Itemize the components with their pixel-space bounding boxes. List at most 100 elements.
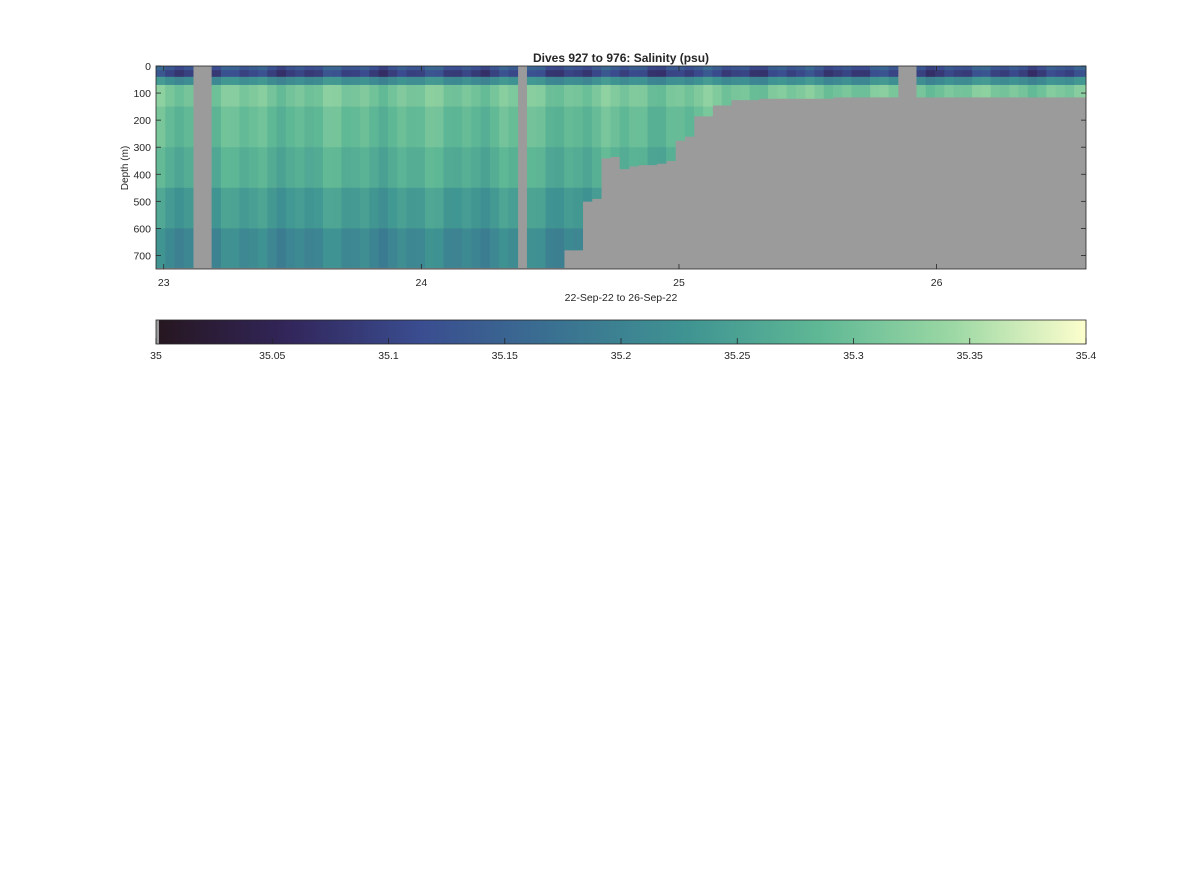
heatmap-cell	[554, 106, 565, 148]
heatmap-cell	[712, 66, 723, 71]
heatmap-cell	[452, 228, 463, 268]
heatmap-cell	[564, 106, 574, 148]
heatmap-cell	[276, 187, 287, 229]
heatmap-cell	[332, 147, 342, 189]
heatmap-cell	[462, 228, 472, 268]
colorbar-tick-label: 35.25	[724, 350, 750, 362]
heatmap-cell	[768, 76, 778, 86]
heatmap-cell	[749, 84, 760, 101]
heatmap-cell	[1027, 66, 1038, 71]
heatmap-cell	[795, 66, 806, 71]
heatmap-cell	[545, 147, 556, 189]
heatmap-cell	[591, 147, 602, 189]
heatmap-cell	[387, 228, 398, 268]
heatmap-cell	[360, 70, 370, 78]
colorbar-tick-label: 35	[150, 350, 162, 362]
heatmap-cell	[610, 147, 621, 157]
heatmap-cell	[397, 66, 407, 71]
heatmap-cell	[684, 84, 695, 107]
heatmap-cell	[647, 70, 658, 78]
heatmap-cell	[239, 76, 250, 86]
heatmap-cell	[833, 76, 843, 86]
heatmap-cell	[712, 70, 723, 78]
heatmap-cell	[610, 70, 621, 78]
heatmap-cell	[573, 228, 584, 251]
heatmap-cell	[805, 66, 815, 71]
heatmap-cell	[1064, 70, 1075, 78]
heatmap-cell	[471, 228, 481, 268]
heatmap-cell	[666, 70, 676, 78]
heatmap-cell	[619, 66, 630, 71]
heatmap-cell	[879, 76, 890, 86]
heatmap-cell	[258, 187, 268, 229]
heatmap-cell	[814, 70, 825, 78]
x-tick-label: 24	[416, 277, 428, 289]
heatmap-cell	[285, 70, 296, 78]
heatmap-cell	[1037, 66, 1047, 71]
heatmap-cell	[471, 187, 481, 229]
heatmap-cell	[174, 187, 185, 229]
heatmap-cell	[313, 76, 324, 86]
heatmap-cell	[777, 66, 788, 71]
heatmap-cell	[332, 66, 342, 71]
heatmap-cell	[731, 66, 741, 71]
heatmap-cell	[156, 84, 166, 107]
heatmap-cell	[220, 66, 231, 71]
y-tick-label: 600	[133, 223, 151, 235]
heatmap-cell	[721, 76, 732, 86]
heatmap-cell	[999, 66, 1010, 71]
heatmap-cell	[313, 147, 324, 189]
heatmap-cell	[526, 84, 537, 107]
heatmap-cell	[554, 228, 565, 268]
heatmap-cell	[322, 66, 333, 71]
heatmap-cell	[582, 106, 593, 148]
heatmap-cell	[1009, 76, 1019, 86]
heatmap-cell	[183, 106, 194, 148]
heatmap-cell	[508, 76, 519, 86]
heatmap-cell	[230, 76, 240, 86]
heatmap-cell	[406, 147, 417, 189]
heatmap-cell	[749, 70, 760, 78]
heatmap-cell	[304, 70, 315, 78]
heatmap-cell	[962, 84, 973, 98]
heatmap-cell	[230, 70, 240, 78]
heatmap-cell	[424, 228, 435, 268]
heatmap-cell	[703, 70, 713, 78]
heatmap-cell	[619, 70, 630, 78]
heatmap-cell	[564, 147, 574, 189]
heatmap-cell	[777, 70, 788, 78]
heatmap-cell	[647, 106, 658, 148]
heatmap-cell	[452, 70, 463, 78]
heatmap-cell	[823, 76, 834, 86]
heatmap-cell	[786, 76, 797, 86]
heatmap-cell	[990, 84, 1001, 98]
heatmap-cell	[434, 187, 444, 229]
y-tick-label: 400	[133, 169, 151, 181]
heatmap-cell	[953, 76, 964, 86]
heatmap-cell	[833, 70, 843, 78]
heatmap-cell	[360, 147, 370, 189]
heatmap-cell	[805, 76, 815, 86]
heatmap-cell	[582, 70, 593, 78]
heatmap-cell	[211, 187, 222, 229]
heatmap-cell	[248, 228, 259, 268]
heatmap-cell	[489, 187, 500, 229]
heatmap-cell	[1064, 66, 1075, 71]
heatmap-cell	[1046, 76, 1056, 86]
heatmap-cell	[925, 76, 936, 86]
heatmap-cell	[536, 106, 546, 148]
heatmap-cell	[610, 106, 621, 148]
heatmap-cell	[814, 76, 825, 86]
heatmap-cell	[888, 70, 899, 78]
heatmap-cell	[981, 76, 992, 86]
heatmap-cell	[545, 66, 556, 71]
heatmap-cell	[230, 228, 240, 268]
heatmap-cell	[944, 84, 954, 98]
heatmap-cell	[499, 106, 509, 148]
heatmap-cell	[415, 228, 426, 268]
heatmap-cell	[295, 66, 305, 71]
heatmap-cell	[415, 147, 426, 189]
heatmap-cell	[582, 76, 593, 86]
heatmap-cell	[480, 84, 491, 107]
heatmap-cell	[258, 147, 268, 189]
